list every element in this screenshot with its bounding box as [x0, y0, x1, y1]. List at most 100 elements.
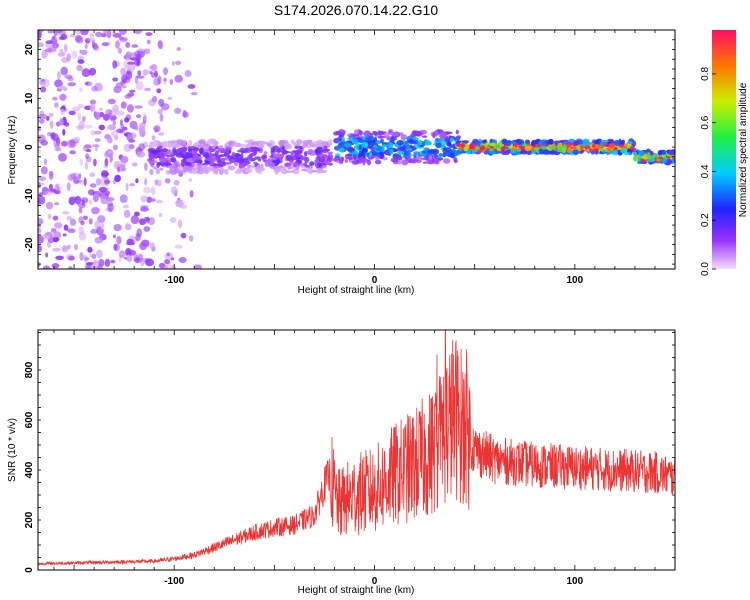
spectrogram-cell	[433, 154, 439, 158]
spectrogram-cell	[225, 148, 230, 154]
spectrogram-cell	[180, 153, 185, 158]
spectrogram-cell	[127, 92, 135, 97]
spectrogram-cell	[347, 147, 355, 152]
spectrogram-cell	[95, 31, 103, 37]
spectrogram-cell	[104, 158, 109, 167]
spectrogram-cell	[84, 257, 90, 261]
spectrogram-cell	[654, 153, 658, 157]
spectrogram-cell	[176, 139, 184, 146]
spectrogram-cell	[198, 159, 203, 164]
spectrogram-cell	[53, 231, 62, 239]
spectrogram-cell	[524, 145, 532, 152]
spectrogram-cell	[165, 157, 171, 161]
spectrogram-cell	[275, 166, 282, 171]
colorbar-tick-label: 0.0	[700, 262, 711, 276]
spectrogram-cell	[288, 157, 293, 161]
spectrogram-cell	[204, 159, 208, 163]
spectrogram-cell	[580, 145, 584, 150]
spectrogram-cell	[182, 110, 188, 118]
spectrogram-cell	[129, 89, 136, 93]
spectrogram-cell	[363, 130, 372, 137]
spectrogram-cell	[668, 149, 673, 155]
spectrogram-cell	[107, 137, 113, 144]
spectrogram-cell	[602, 150, 606, 154]
spectrogram-cell	[38, 176, 47, 181]
spectrogram-cell	[295, 165, 300, 170]
spectrogram-cell	[323, 145, 328, 150]
spectrogram-cell	[435, 137, 439, 142]
spectrogram-cell	[82, 215, 88, 220]
spectrogram-cell	[116, 110, 125, 116]
spectrogram-cell	[170, 157, 176, 160]
spectrogram-cell	[627, 148, 632, 153]
spectrogram-cell	[195, 159, 200, 163]
spectrogram-cell	[189, 190, 194, 198]
spectrogram-cell	[413, 151, 421, 155]
spectrogram-cell	[104, 190, 111, 196]
spectrogram-cell	[66, 53, 71, 62]
spectrogram-cell	[55, 255, 64, 260]
spectrogram-cell	[410, 133, 417, 138]
spectrogram-cell	[550, 145, 557, 150]
spectrogram-cell	[633, 151, 638, 157]
spectrogram-cell	[164, 252, 174, 260]
spectrogram-cell	[201, 165, 205, 168]
colorbar-tick-label: 0.2	[700, 213, 711, 227]
spectrogram-cell	[164, 259, 171, 265]
colorbar-gradient	[712, 30, 736, 269]
spectrogram-cell	[119, 30, 127, 36]
y-tick-label: 0	[24, 144, 35, 150]
spectrogram-cell	[301, 168, 308, 172]
spectrogram-cell	[415, 131, 423, 137]
spectrogram-cell	[107, 124, 117, 131]
spectrogram-cell	[81, 199, 86, 206]
spectrogram-cell	[89, 183, 97, 188]
spectrogram-cell	[327, 138, 333, 145]
spectrogram-cell	[496, 148, 502, 152]
spectrogram-cell	[405, 143, 410, 150]
spectrogram-cell	[90, 129, 95, 136]
spectrogram-cell	[168, 170, 175, 174]
spectrogram-cell	[51, 263, 60, 269]
x-tick-label: -100	[164, 576, 184, 587]
spectrogram-cell	[44, 190, 53, 196]
spectrogram-cell	[449, 137, 454, 143]
spectrogram-cell	[214, 163, 223, 166]
spectrogram-cell	[80, 49, 88, 55]
spectrogram-cell	[46, 116, 50, 121]
spectrogram-cell	[589, 148, 593, 152]
spectrogram-cell	[112, 144, 118, 151]
spectrogram-cell	[72, 106, 81, 112]
spectrogram-cell	[400, 134, 407, 141]
spectrogram-cell	[561, 145, 568, 148]
spectrogram-cell	[41, 78, 45, 83]
spectrogram-cell	[122, 85, 127, 89]
spectrogram-cell	[97, 263, 103, 269]
spectrogram-cell	[351, 149, 358, 157]
spectrogram-cell	[128, 144, 135, 150]
spectrogram-cell	[67, 82, 76, 87]
spectrogram-cell	[157, 75, 162, 85]
spectrogram-cell	[357, 138, 365, 144]
spectrogram-cell	[138, 143, 146, 152]
spectrogram-cell	[38, 247, 41, 251]
spectrogram-cell	[88, 81, 93, 87]
spectrogram-cell	[233, 143, 242, 147]
spectrogram-cell	[113, 224, 122, 232]
spectrogram-cell	[58, 85, 67, 90]
spectrogram-cell	[442, 152, 447, 158]
spectrogram-cell	[94, 138, 101, 142]
spectrogram-cell	[235, 153, 241, 157]
spectrogram-cell	[95, 178, 102, 186]
spectrogram-cell	[187, 84, 196, 89]
spectrogram-cell	[396, 139, 404, 146]
spectrogram-cell	[91, 206, 100, 213]
spectrogram-cell	[164, 178, 171, 184]
spectrogram-cell	[136, 75, 145, 79]
spectrogram-cell	[102, 113, 110, 121]
spectrogram-cell	[43, 235, 50, 240]
spectrogram-cell	[44, 158, 47, 166]
spectrogram-cell	[100, 33, 107, 38]
spectrogram-cell	[52, 215, 59, 221]
